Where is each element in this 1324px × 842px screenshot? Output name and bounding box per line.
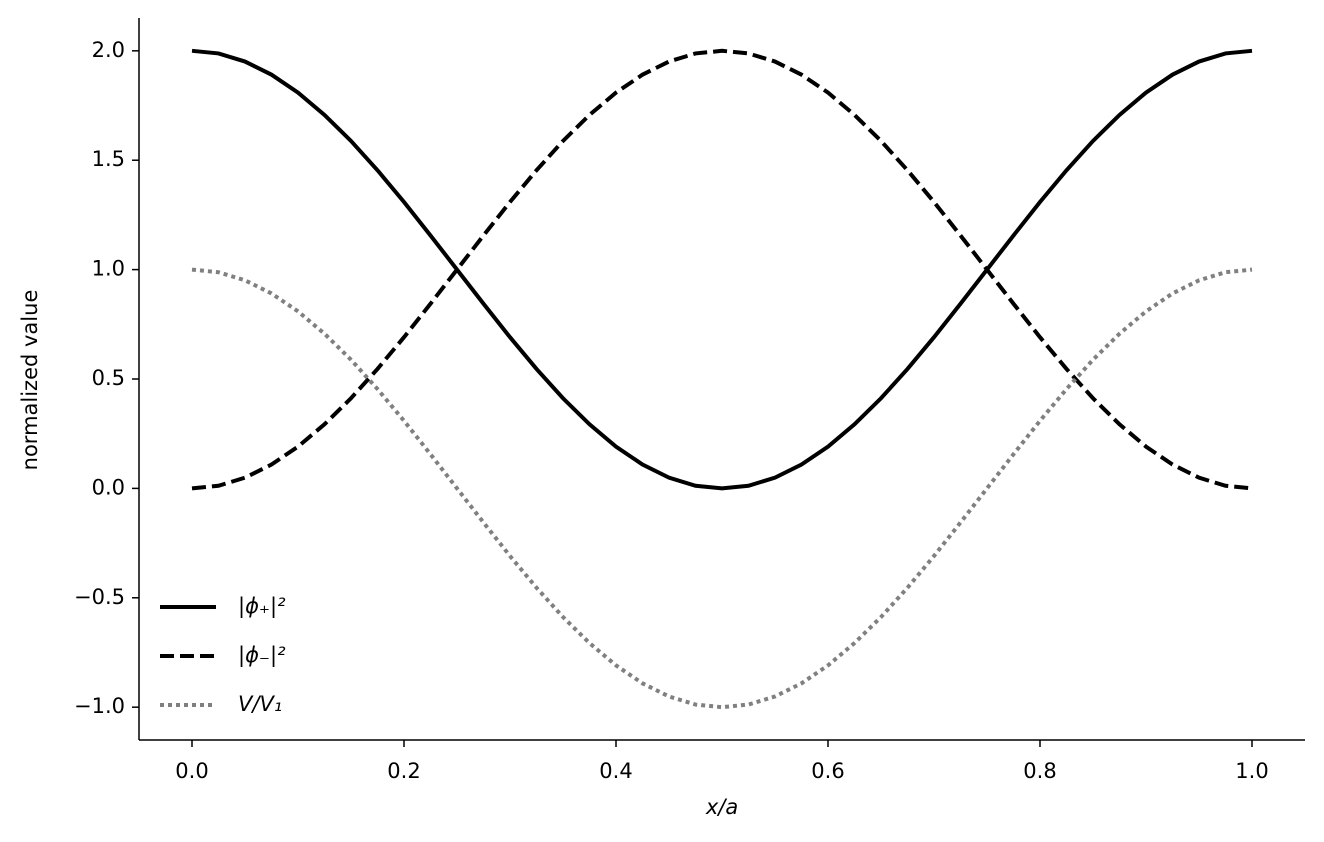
- y-tick-label: 0.5: [92, 366, 125, 390]
- y-tick-label: 1.5: [92, 147, 125, 171]
- legend-label: V/V₁: [238, 692, 282, 716]
- series-line: [191, 48, 1253, 491]
- x-tick-label: 0.4: [599, 759, 632, 783]
- x-tick-label: 0.2: [387, 759, 420, 783]
- x-tick-label: 1.0: [1235, 759, 1268, 783]
- y-tick-label: 0.0: [92, 475, 125, 499]
- legend-label: |ϕ₋|²: [238, 643, 286, 668]
- x-tick-label: 0.8: [1023, 759, 1056, 783]
- y-tick-label: −0.5: [74, 585, 125, 609]
- legend-label: |ϕ₊|²: [238, 594, 286, 619]
- x-axis-label: x/a: [705, 795, 738, 819]
- series-line: [191, 267, 1253, 710]
- y-tick-label: −1.0: [74, 694, 125, 718]
- series-line: [191, 48, 1253, 491]
- y-axis-label: normalized value: [18, 290, 42, 471]
- y-tick-label: 2.0: [92, 38, 125, 62]
- x-tick-label: 0.6: [811, 759, 844, 783]
- y-tick-label: 1.0: [92, 257, 125, 281]
- x-tick-label: 0.0: [175, 759, 208, 783]
